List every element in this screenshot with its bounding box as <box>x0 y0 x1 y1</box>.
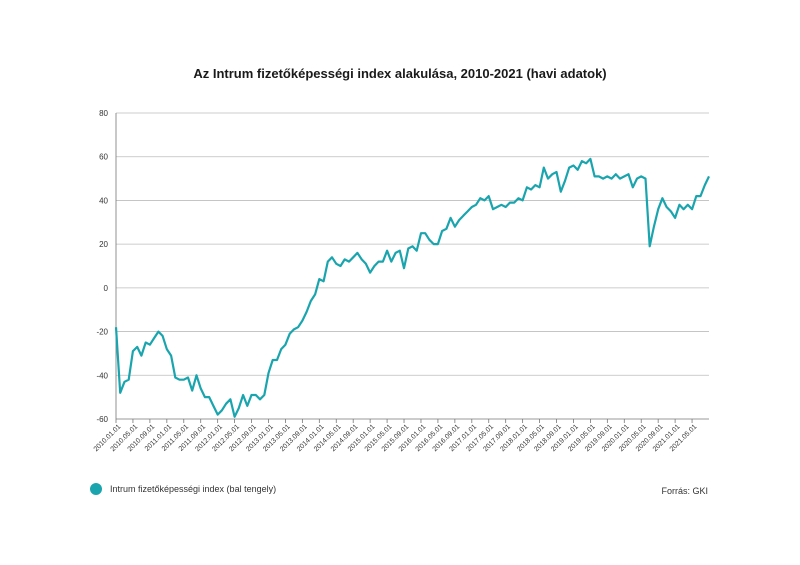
y-axis: -60 -40 -20 0 20 40 60 80 <box>96 109 108 424</box>
y-tick-label: -40 <box>96 371 108 380</box>
series-group <box>114 157 710 418</box>
x-axis: 2010.01.012010.05.012010.09.012011.01.01… <box>93 419 699 453</box>
y-tick-label: -60 <box>96 415 108 424</box>
source-note: Forrás: GKI <box>661 486 708 496</box>
y-tick-label: 80 <box>99 109 108 118</box>
y-tick-label: -20 <box>96 328 108 337</box>
chart-title: Az Intrum fizetőképességi index alakulás… <box>193 66 607 81</box>
y-tick-label: 40 <box>99 196 108 205</box>
grid-lines <box>115 112 709 420</box>
legend-swatch <box>90 483 102 495</box>
y-tick-label: 0 <box>104 284 109 293</box>
y-tick-label: 20 <box>99 240 108 249</box>
legend: Intrum fizetőképességi index (bal tengel… <box>90 483 276 495</box>
series-line <box>114 157 710 418</box>
legend-label: Intrum fizetőképességi index (bal tengel… <box>110 484 277 494</box>
y-tick-label: 60 <box>99 153 108 162</box>
